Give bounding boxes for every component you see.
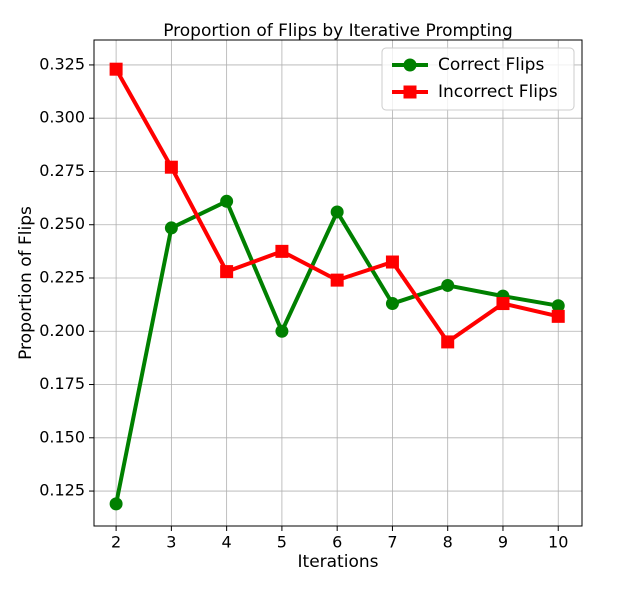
y-axis-label: Proportion of Flips — [16, 206, 36, 360]
y-tick-label: 0.250 — [39, 214, 85, 233]
marker — [441, 278, 455, 292]
marker — [385, 297, 399, 311]
x-tick-label: 6 — [332, 533, 342, 552]
marker — [330, 205, 344, 219]
marker — [441, 335, 455, 349]
marker — [109, 497, 123, 511]
y-tick-label: 0.175 — [39, 374, 85, 393]
legend-marker — [403, 58, 417, 72]
y-tick-label: 0.125 — [39, 481, 85, 500]
x-axis-label: Iterations — [298, 552, 379, 572]
marker — [551, 309, 565, 323]
y-tick-label: 0.300 — [39, 108, 85, 127]
marker — [551, 299, 565, 313]
y-tick-label: 0.200 — [39, 321, 85, 340]
x-tick-label: 7 — [387, 533, 397, 552]
x-tick-label: 8 — [443, 533, 453, 552]
marker — [385, 255, 399, 269]
legend-label: Incorrect Flips — [438, 82, 558, 102]
x-tick-label: 3 — [166, 533, 176, 552]
marker — [164, 221, 178, 235]
legend-marker — [403, 85, 417, 99]
series — [109, 194, 565, 511]
x-tick-label: 10 — [548, 533, 568, 552]
y-tick-label: 0.275 — [39, 161, 85, 180]
marker — [220, 194, 234, 208]
y-tick-label: 0.225 — [39, 267, 85, 286]
marker — [496, 297, 510, 311]
plot-frame — [93, 39, 583, 527]
x-tick-label: 9 — [498, 533, 508, 552]
legend-frame — [381, 47, 575, 111]
series — [109, 62, 565, 349]
marker — [330, 273, 344, 287]
marker — [164, 160, 178, 174]
x-tick-label: 2 — [111, 533, 121, 552]
x-tick-label: 4 — [222, 533, 232, 552]
legend-label: Correct Flips — [438, 55, 544, 75]
x-tick-label: 5 — [277, 533, 287, 552]
y-tick-label: 0.150 — [39, 427, 85, 446]
y-tick-label: 0.325 — [39, 54, 85, 73]
legend: Correct Flips Incorrect Flips — [381, 47, 575, 111]
marker — [220, 265, 234, 279]
marker — [275, 324, 289, 338]
chart-title: Proportion of Flips by Iterative Prompti… — [163, 21, 513, 41]
marker — [275, 244, 289, 258]
marker — [109, 62, 123, 76]
